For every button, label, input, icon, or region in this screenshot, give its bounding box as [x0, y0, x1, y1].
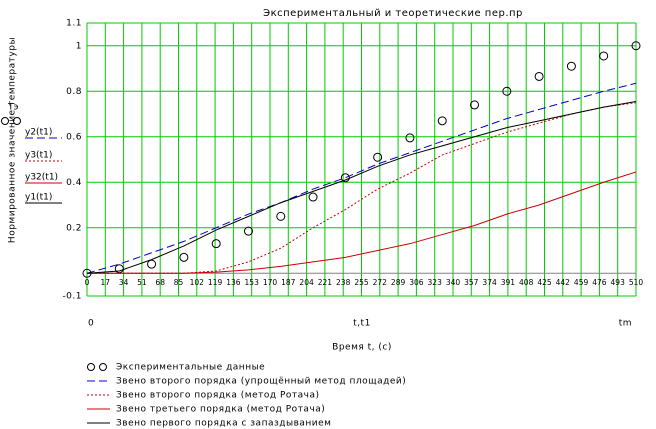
y-tick-label: 0.8	[66, 87, 82, 97]
y-tick-label: 0.6	[66, 132, 82, 142]
trace-marker	[1, 117, 9, 125]
legend-label: Экспериментальные данные	[116, 363, 265, 373]
data-point	[308, 192, 318, 202]
data-point	[243, 226, 253, 236]
x-tick-label: 136	[226, 278, 241, 287]
legend-marker	[87, 363, 95, 371]
legend-marker	[99, 363, 107, 371]
series-line	[87, 102, 637, 274]
y-axis-label: Нормированное значение температуры	[8, 37, 18, 243]
x-tick-label: 51	[137, 278, 147, 287]
x-range-center: t,t1	[353, 319, 371, 329]
x-tick-label: 17	[101, 278, 111, 287]
x-tick-label: 187	[281, 278, 296, 287]
x-tick-label: 0	[85, 278, 90, 287]
data-point	[405, 133, 415, 143]
series-line	[86, 82, 637, 274]
x-range-left: 0	[88, 319, 94, 329]
x-tick-label: 289	[391, 278, 406, 287]
x-tick-label: 323	[428, 278, 443, 287]
trace-label: y32(t1)	[25, 173, 58, 183]
chart-title: Экспериментальный и теоретические пер.пр	[263, 8, 523, 19]
x-tick-label: 68	[155, 278, 165, 287]
x-tick-label: 459	[574, 278, 589, 287]
data-point	[276, 211, 286, 221]
x-tick-label: 102	[190, 278, 205, 287]
x-tick-label: 306	[409, 278, 424, 287]
y-tick-label: -0.1	[62, 292, 82, 302]
x-tick-label: 221	[318, 278, 333, 287]
series-line	[86, 100, 637, 274]
data-point	[437, 116, 447, 126]
legend-label: Звено второго порядка (метод Ротача)	[116, 391, 320, 401]
legend-label: Звено третьего порядка (метод Ротача)	[116, 405, 325, 415]
data-point	[566, 61, 576, 71]
x-tick-label: 119	[208, 278, 223, 287]
data-point	[179, 252, 189, 262]
x-tick-label: 408	[519, 278, 534, 287]
y-tick-label: 1	[76, 41, 82, 51]
data-point	[631, 41, 641, 51]
data-point	[502, 86, 512, 96]
x-tick-label: 170	[263, 278, 278, 287]
legend-label: Звено второго порядка (упрощённый метод …	[116, 377, 406, 387]
x-axis-label: Время t, (c)	[332, 343, 392, 353]
y-tick-label: 1.1	[66, 19, 82, 29]
x-tick-label: 391	[501, 278, 516, 287]
x-tick-label: 153	[245, 278, 260, 287]
x-tick-label: 357	[464, 278, 479, 287]
trace-label: y3(t1)	[25, 151, 52, 161]
data-point	[211, 239, 221, 249]
trace-label: y2(t1)	[25, 128, 52, 138]
x-tick-label: 272	[373, 278, 388, 287]
x-range-right: tm	[619, 319, 632, 329]
x-tick-label: 85	[174, 278, 184, 287]
data-point	[114, 264, 124, 274]
x-tick-label: 255	[354, 278, 369, 287]
x-tick-label: 238	[336, 278, 351, 287]
x-tick-label: 374	[482, 278, 497, 287]
data-point	[470, 100, 480, 110]
x-tick-label: 442	[556, 278, 571, 287]
x-tick-label: 425	[537, 278, 552, 287]
data-point	[599, 51, 609, 61]
legend-label: Звено первого порядка с запаздыванием	[116, 419, 331, 429]
data-point	[534, 71, 544, 81]
x-tick-label: 493	[611, 278, 626, 287]
y-tick-label: 0.4	[66, 178, 82, 188]
trace-marker	[13, 117, 21, 125]
trace-label: Tэ	[7, 103, 18, 113]
x-tick-label: 204	[299, 278, 314, 287]
x-tick-label: 510	[629, 278, 644, 287]
data-point	[147, 259, 157, 269]
x-tick-label: 34	[119, 278, 129, 287]
x-tick-label: 476	[592, 278, 607, 287]
data-point	[340, 173, 350, 183]
trace-label: y1(t1)	[25, 193, 52, 203]
series-line	[87, 171, 637, 274]
x-tick-label: 340	[446, 278, 461, 287]
y-tick-label: 0.2	[66, 223, 82, 233]
data-point	[373, 152, 383, 162]
